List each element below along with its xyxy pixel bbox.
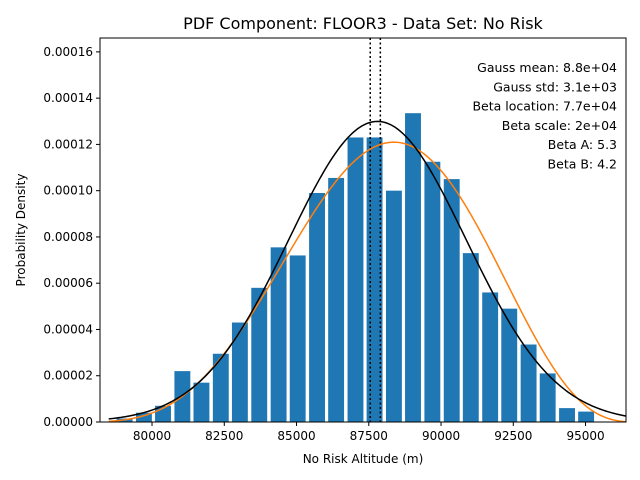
y-tick-label-8: 0.00016 xyxy=(43,45,93,59)
histogram-bar-11 xyxy=(328,177,345,422)
annotation-line-1: Gauss std: 3.1e+03 xyxy=(493,79,617,94)
x-tick-label-6: 95000 xyxy=(566,429,604,443)
histogram-bar-15 xyxy=(405,113,421,422)
histogram-bar-1 xyxy=(135,412,152,422)
histogram-bar-13 xyxy=(366,137,383,422)
y-tick-label-5: 0.00010 xyxy=(43,184,93,198)
histogram-bar-18 xyxy=(462,253,479,422)
histogram-bar-21 xyxy=(520,344,537,422)
histogram-bar-12 xyxy=(347,137,364,422)
x-axis-label: No Risk Altitude (m) xyxy=(303,452,424,466)
y-tick-label-0: 0.00000 xyxy=(43,415,93,429)
histogram-bar-16 xyxy=(424,161,441,422)
y-tick-label-3: 0.00006 xyxy=(43,276,93,290)
plot-frame xyxy=(99,37,627,423)
stats-annotation: Gauss mean: 8.8e+04 Gauss std: 3.1e+03 Bet… xyxy=(472,60,617,172)
y-tick-label-2: 0.00004 xyxy=(43,322,93,336)
histogram-bar-23 xyxy=(559,408,575,422)
histogram-bar-4 xyxy=(193,382,210,422)
histogram-bar-5 xyxy=(212,353,229,422)
y-axis-ticks: 0.00000 0.00002 0.00004 0.00006 0.00008 0.000… xyxy=(43,45,100,429)
histogram-bar-17 xyxy=(443,179,460,422)
y-tick-label-6: 0.00012 xyxy=(43,137,93,151)
x-axis-ticks: 80000 82500 85000 87500 90000 92500 95000 xyxy=(133,422,605,443)
histogram-bar-7 xyxy=(251,287,268,422)
x-tick-label-5: 92500 xyxy=(494,429,532,443)
histogram-bar-19 xyxy=(482,292,499,422)
histogram-bar-24 xyxy=(578,411,595,422)
curve-layer xyxy=(108,120,626,422)
annotation-line-4: Beta A: 5.3 xyxy=(548,137,617,152)
histogram-bar-20 xyxy=(501,308,518,422)
annotation-line-3: Beta scale: 2e+04 xyxy=(502,118,617,133)
annotation-line-5: Beta B: 4.2 xyxy=(548,157,617,172)
histogram-bar-14 xyxy=(385,190,402,422)
y-tick-label-1: 0.00002 xyxy=(43,369,93,383)
annotation-line-0: Gauss mean: 8.8e+04 xyxy=(477,60,617,75)
vline-layer xyxy=(369,38,382,422)
x-tick-label-2: 85000 xyxy=(277,429,315,443)
gauss-pdf-curve xyxy=(108,120,626,420)
y-axis-label: Probability Density xyxy=(14,174,28,287)
histogram-bar-22 xyxy=(539,373,556,422)
x-tick-label-0: 80000 xyxy=(133,429,171,443)
x-tick-label-4: 90000 xyxy=(422,429,460,443)
histogram-bar-10 xyxy=(309,192,325,422)
histogram-bar-8 xyxy=(270,247,287,422)
x-tick-label-3: 87500 xyxy=(350,429,388,443)
chart-title: PDF Component: FLOOR3 - Data Set: No Ris… xyxy=(183,14,543,33)
y-tick-label-4: 0.00008 xyxy=(43,230,93,244)
x-tick-label-1: 82500 xyxy=(205,429,243,443)
annotation-line-2: Beta location: 7.7e+04 xyxy=(472,99,617,114)
bar-series xyxy=(116,113,595,422)
y-tick-label-7: 0.00014 xyxy=(43,91,93,105)
histogram-bar-9 xyxy=(289,255,306,422)
histogram-bar-6 xyxy=(231,322,248,422)
